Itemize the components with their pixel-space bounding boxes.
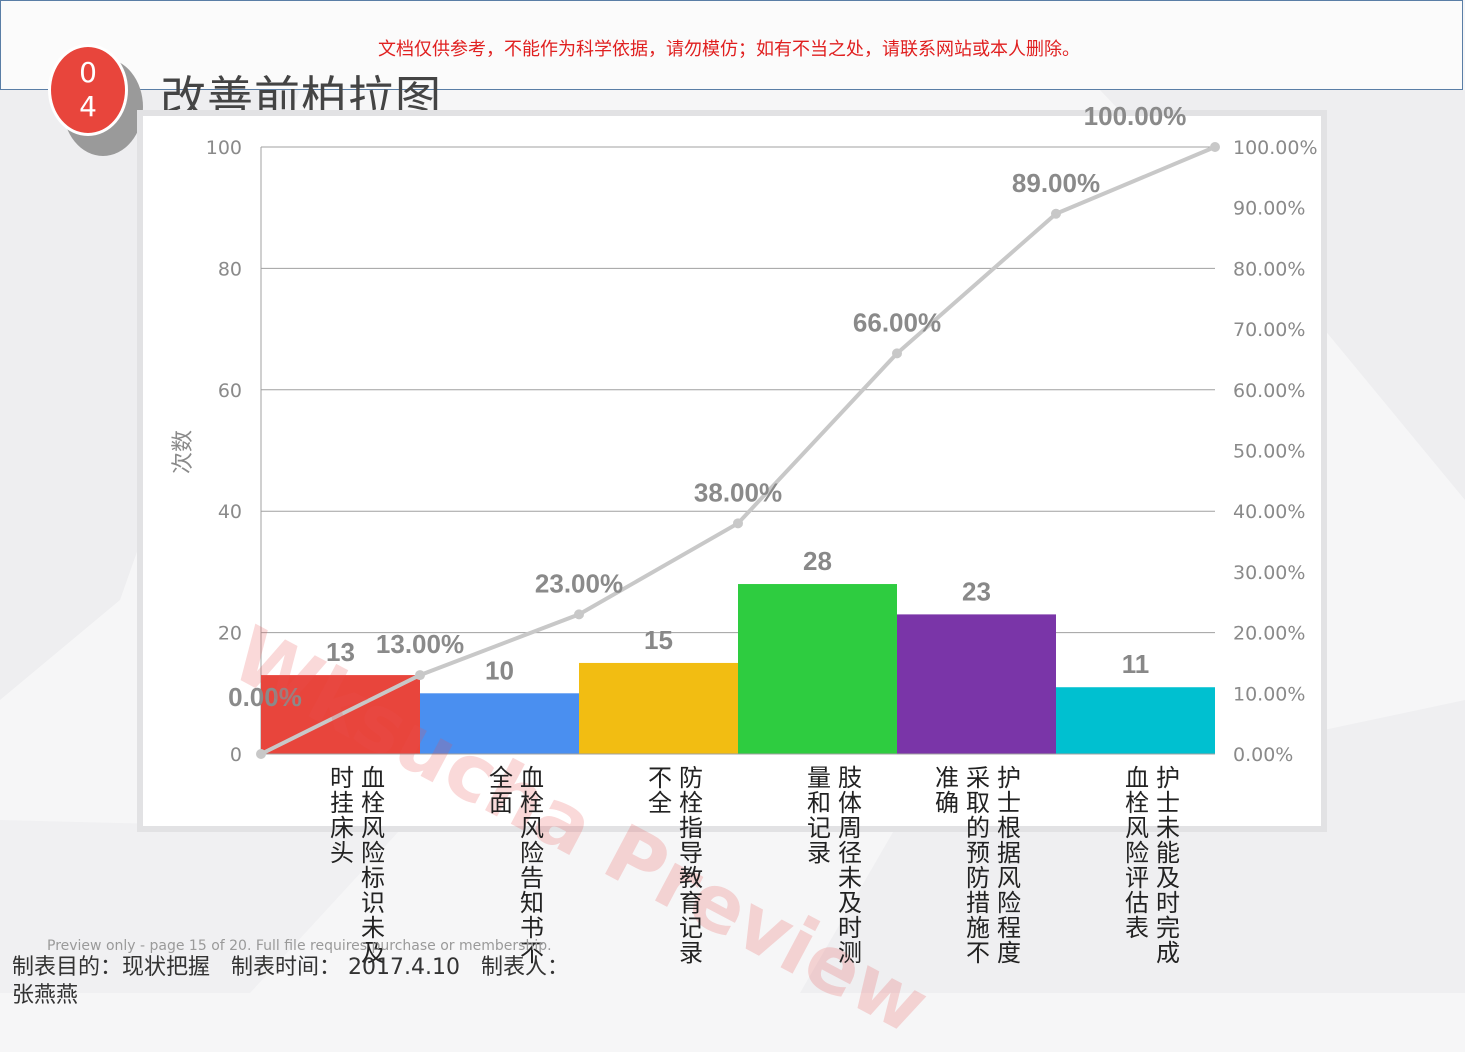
footer-maker-name: 张燕燕 [12, 983, 79, 1008]
footer-purpose: 制表目的：现状把握 [12, 955, 211, 980]
cumulative-label: 38.00% [694, 477, 782, 507]
badge-digit-2: 4 [79, 90, 97, 123]
bar-value-label: 23 [962, 576, 991, 606]
bar [1056, 687, 1215, 754]
y-tick-label: 80 [218, 258, 242, 280]
x-category-label: 血栓风险标识未及时挂床头 [325, 765, 385, 965]
x-category-label: 血栓风险告知书不全面 [484, 765, 544, 965]
y2-tick-label: 70.00% [1233, 319, 1305, 341]
bar [897, 614, 1056, 754]
cumulative-label: 100.00% [1084, 101, 1187, 131]
cumulative-label: 23.00% [535, 568, 623, 598]
y2-tick-label: 90.00% [1233, 198, 1305, 220]
cumulative-point [256, 749, 266, 759]
cumulative-point [1051, 208, 1061, 219]
y2-tick-label: 10.00% [1233, 683, 1305, 705]
bar [738, 584, 897, 754]
y2-tick-label: 20.00% [1233, 623, 1305, 645]
x-category-label: 护士根据风险程度采取的预防措施不准确 [930, 765, 1021, 965]
cumulative-point [415, 670, 425, 681]
y2-tick-label: 80.00% [1233, 258, 1305, 280]
preview-note: Preview only - page 15 of 20. Full file … [47, 938, 552, 954]
bar-value-label: 28 [803, 546, 832, 576]
footer-date: 制表时间： 2017.4.10 [231, 955, 460, 980]
footer-maker: 制表人： [480, 955, 569, 980]
y2-tick-label: 50.00% [1233, 441, 1305, 463]
notice-text: 文档仅供参考，不能作为科学依据，请勿模仿；如有不当之处，请联系网站或本人删除。 [378, 39, 1080, 60]
y2-tick-label: 100.00% [1233, 137, 1318, 159]
footer-info: 制表目的：现状把握 制表时间： 2017.4.10 制表人： [12, 954, 612, 982]
cumulative-point [733, 518, 743, 529]
y-tick-label: 100 [206, 137, 242, 159]
cumulative-label: 0.00% [228, 682, 302, 712]
cumulative-point [574, 609, 584, 620]
notice-banner: 文档仅供参考，不能作为科学依据，请勿模仿；如有不当之处，请联系网站或本人删除。 [0, 0, 1463, 90]
bar-value-label: 10 [485, 655, 514, 685]
y-tick-label: 40 [218, 501, 242, 523]
y-tick-label: 0 [230, 744, 242, 766]
y2-tick-label: 30.00% [1233, 562, 1305, 584]
y2-tick-label: 40.00% [1233, 501, 1305, 523]
cumulative-label: 89.00% [1012, 168, 1100, 198]
y2-tick-label: 0.00% [1233, 744, 1293, 766]
bar [420, 693, 579, 754]
y-axis-title: 次数 [171, 430, 196, 474]
cumulative-label: 13.00% [376, 629, 464, 659]
x-category-label: 肢体周径未及时测量和记录 [802, 765, 862, 965]
cumulative-point [1210, 142, 1220, 152]
x-category-label: 护士未能及时完成血栓风险评估表 [1120, 765, 1180, 965]
bar-value-label: 15 [644, 625, 673, 655]
bar-value-label: 11 [1122, 649, 1150, 679]
y-tick-label: 60 [218, 380, 242, 402]
cumulative-point [892, 348, 902, 359]
y2-tick-label: 60.00% [1233, 380, 1305, 402]
bar [579, 662, 738, 754]
pareto-chart: 0 20 40 60 80 100 0.00% 10.00% 20.00% 30.00% 40.00… [171, 101, 1318, 766]
y-tick-label: 20 [218, 623, 242, 645]
bar-value-label: 13 [326, 637, 355, 667]
section-number-badge: 0 4 [48, 44, 128, 136]
cumulative-label: 66.00% [853, 307, 941, 337]
x-category-label: 防栓指导教育记录不全 [643, 765, 703, 965]
badge-digit-1: 0 [79, 56, 97, 89]
